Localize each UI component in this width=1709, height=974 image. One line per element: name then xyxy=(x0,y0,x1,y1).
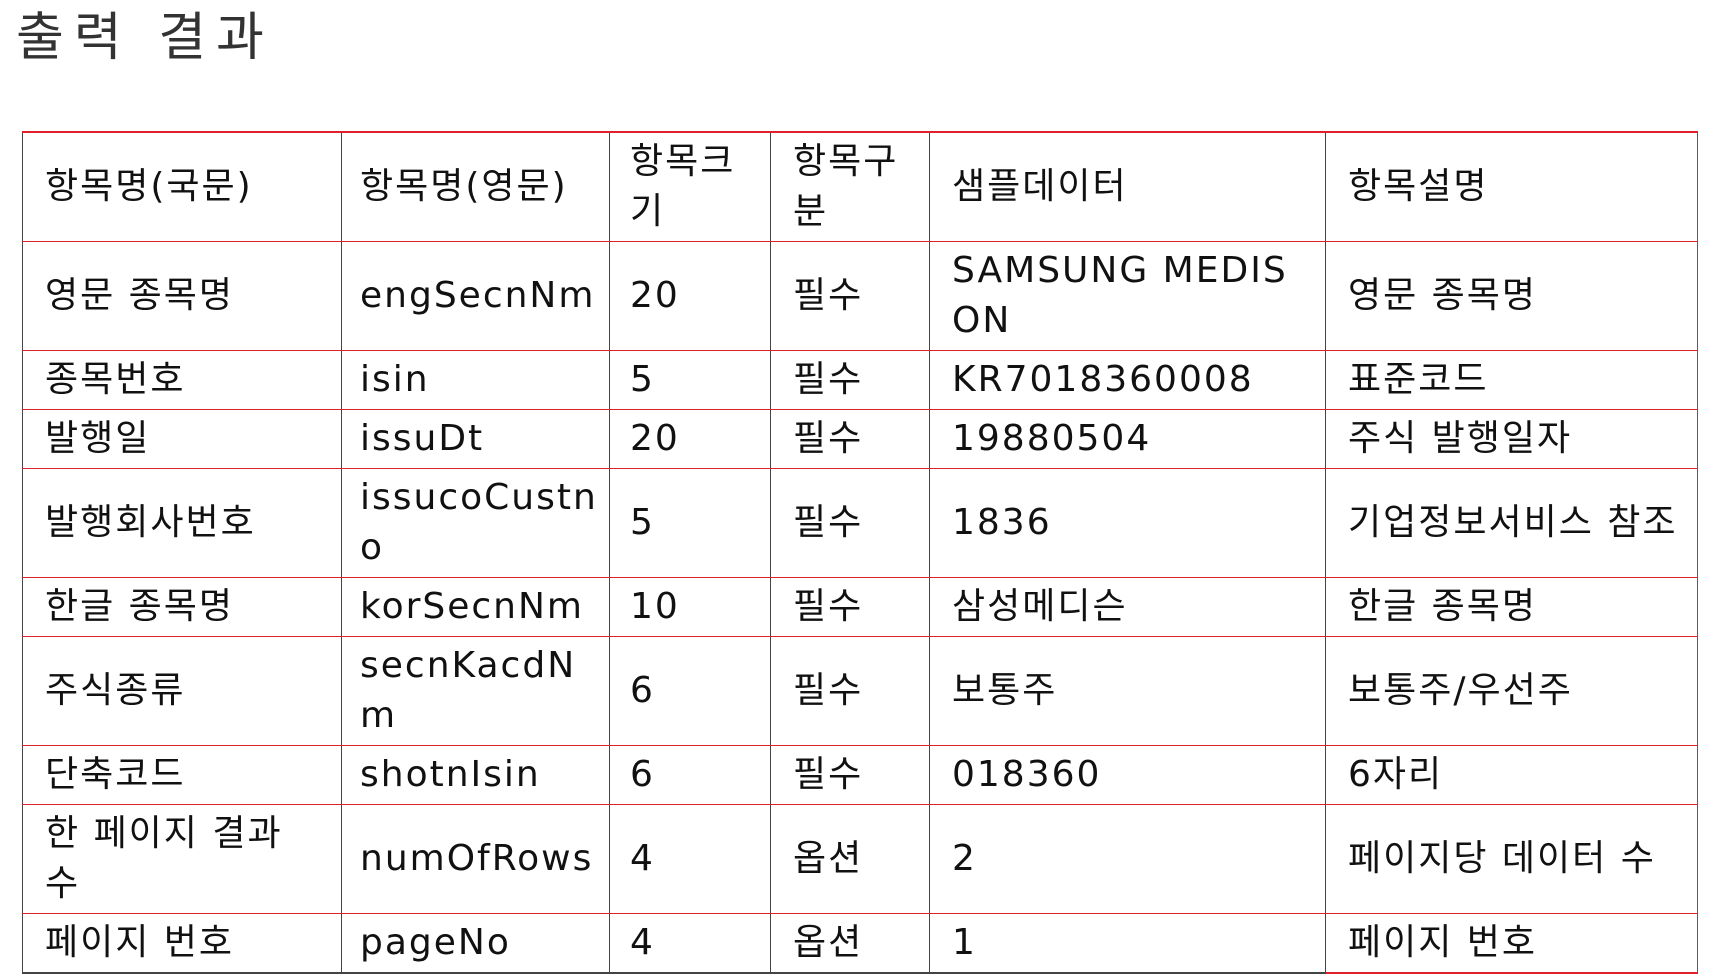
table-row: 한 페이지 결과 수 numOfRows 4 옵션 2 페이지당 데이터 수 xyxy=(22,804,1698,914)
table-cell: 기업정보서비스 참조 xyxy=(1325,468,1698,578)
table-cell: 4 xyxy=(609,913,771,974)
table-cell: 보통주 xyxy=(929,636,1326,746)
table-cell: 필수 xyxy=(770,409,930,469)
table-cell: 1 xyxy=(929,913,1326,974)
table-cell: 주식 발행일자 xyxy=(1325,409,1698,469)
table-cell: 필수 xyxy=(770,577,930,637)
table-cell: 영문 종목명 xyxy=(22,241,342,351)
table-cell: 보통주/우선주 xyxy=(1325,636,1698,746)
table-row: 한글 종목명 korSecnNm 10 필수 삼성메디슨 한글 종목명 xyxy=(22,577,1698,637)
table-cell: 필수 xyxy=(770,350,930,410)
table-cell: 6 xyxy=(609,636,771,746)
table-cell: korSecnNm xyxy=(341,577,610,637)
table-cell: issucoCustno xyxy=(341,468,610,578)
header-cell-size: 항목크기 xyxy=(609,131,771,242)
table-row: 종목번호 isin 5 필수 KR7018360008 표준코드 xyxy=(22,350,1698,410)
table-cell: 20 xyxy=(609,241,771,351)
header-cell-type: 항목구분 xyxy=(770,131,930,242)
table-cell: 필수 xyxy=(770,468,930,578)
table-cell: 옵션 xyxy=(770,804,930,914)
table-cell: 한글 종목명 xyxy=(22,577,342,637)
table-cell: 1836 xyxy=(929,468,1326,578)
table-cell: 20 xyxy=(609,409,771,469)
table-cell: pageNo xyxy=(341,913,610,974)
table-cell: 한 페이지 결과 수 xyxy=(22,804,342,914)
table-cell: 필수 xyxy=(770,745,930,805)
table-cell: 5 xyxy=(609,350,771,410)
header-cell-description: 항목설명 xyxy=(1325,131,1698,242)
table-cell: SAMSUNG MEDISON xyxy=(929,241,1326,351)
table-cell: 4 xyxy=(609,804,771,914)
table-row: 단축코드 shotnIsin 6 필수 018360 6자리 xyxy=(22,745,1698,805)
table-cell: numOfRows xyxy=(341,804,610,914)
table-cell: 삼성메디슨 xyxy=(929,577,1326,637)
table-cell: 페이지당 데이터 수 xyxy=(1325,804,1698,914)
table-header-row: 항목명(국문) 항목명(영문) 항목크기 항목구분 샘플데이터 항목설명 xyxy=(22,131,1698,242)
table-row: 발행일 issuDt 20 필수 19880504 주식 발행일자 xyxy=(22,409,1698,469)
header-cell-english-name: 항목명(영문) xyxy=(341,131,610,242)
table-cell: secnKacdNm xyxy=(341,636,610,746)
table-cell: 5 xyxy=(609,468,771,578)
table-row: 페이지 번호 pageNo 4 옵션 1 페이지 번호 xyxy=(22,913,1698,974)
header-cell-sample: 샘플데이터 xyxy=(929,131,1326,242)
table-cell: 주식종류 xyxy=(22,636,342,746)
table-cell: shotnIsin xyxy=(341,745,610,805)
table-cell: 6 xyxy=(609,745,771,805)
table-cell: 영문 종목명 xyxy=(1325,241,1698,351)
table-cell: 2 xyxy=(929,804,1326,914)
table-cell: 페이지 번호 xyxy=(1325,913,1698,974)
table-cell: 발행회사번호 xyxy=(22,468,342,578)
table-cell: 종목번호 xyxy=(22,350,342,410)
table-cell: 표준코드 xyxy=(1325,350,1698,410)
header-cell-korean-name: 항목명(국문) xyxy=(22,131,342,242)
table-cell: 페이지 번호 xyxy=(22,913,342,974)
table-cell: 필수 xyxy=(770,241,930,351)
table-cell: isin xyxy=(341,350,610,410)
page-title: 출력 결과 xyxy=(16,8,274,68)
table-cell: engSecnNm xyxy=(341,241,610,351)
table-cell: 19880504 xyxy=(929,409,1326,469)
table-row: 주식종류 secnKacdNm 6 필수 보통주 보통주/우선주 xyxy=(22,636,1698,746)
table-cell: KR7018360008 xyxy=(929,350,1326,410)
table-cell: issuDt xyxy=(341,409,610,469)
table-cell: 단축코드 xyxy=(22,745,342,805)
table-cell: 발행일 xyxy=(22,409,342,469)
table-row: 발행회사번호 issucoCustno 5 필수 1836 기업정보서비스 참조 xyxy=(22,468,1698,578)
table-cell: 6자리 xyxy=(1325,745,1698,805)
table-cell: 한글 종목명 xyxy=(1325,577,1698,637)
table-cell: 10 xyxy=(609,577,771,637)
output-result-table: 항목명(국문) 항목명(영문) 항목크기 항목구분 샘플데이터 항목설명 영문 … xyxy=(22,131,1698,974)
table-cell: 옵션 xyxy=(770,913,930,974)
table-row: 영문 종목명 engSecnNm 20 필수 SAMSUNG MEDISON 영… xyxy=(22,241,1698,351)
table-cell: 필수 xyxy=(770,636,930,746)
table-cell: 018360 xyxy=(929,745,1326,805)
